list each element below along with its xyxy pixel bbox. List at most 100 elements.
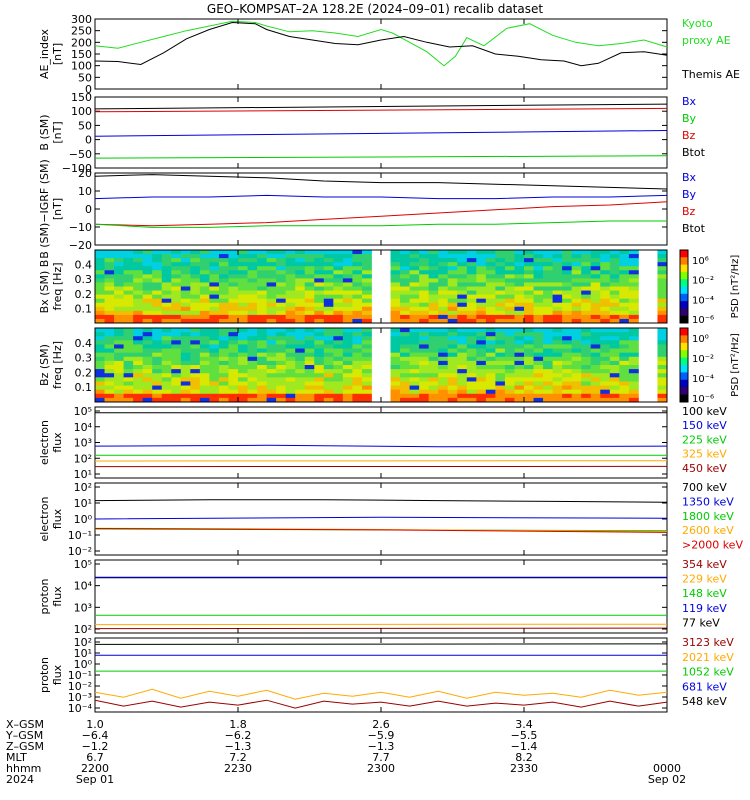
spectrogram-cell	[514, 385, 525, 391]
spectrogram-cell	[619, 352, 630, 358]
spectrogram-cell	[323, 318, 334, 324]
spectrogram-cell	[590, 336, 601, 341]
spectrogram-cell	[524, 258, 534, 263]
spectrogram-cell	[133, 262, 144, 267]
spectrogram-cell	[466, 344, 477, 349]
spectrogram-cell	[342, 262, 353, 267]
spectrogram-cell	[581, 298, 592, 304]
spectrogram-cell	[342, 397, 353, 403]
spectrogram-cell	[600, 282, 611, 287]
spectrogram-cell	[428, 389, 439, 395]
spectrogram-cell	[161, 298, 172, 304]
spectrogram-cell	[142, 270, 153, 275]
spectrogram-cell	[218, 393, 229, 399]
spectrogram-cell	[619, 302, 630, 308]
spectrogram-cell	[571, 393, 582, 399]
spectrogram-cell	[333, 318, 344, 324]
spectrogram-cell	[524, 278, 534, 283]
spectrogram-cell	[409, 348, 420, 354]
spectrogram-cell	[228, 318, 239, 324]
spectrogram-cell	[476, 318, 487, 324]
spectrogram-cell	[218, 306, 229, 312]
x-tick-value: −6.2	[225, 729, 252, 742]
spectrogram-cell	[495, 352, 506, 358]
x-axis-row-label: 2024	[6, 773, 34, 786]
spectrogram-cell	[571, 385, 582, 391]
spectrogram-cell	[247, 262, 258, 267]
spectrogram-cell	[609, 344, 620, 349]
spectrogram-cell	[171, 314, 182, 320]
spectrogram-cell	[495, 389, 506, 395]
spectrogram-cell	[628, 389, 639, 395]
spectrogram-cell	[114, 328, 124, 333]
spectrogram-cell	[600, 314, 611, 320]
spectrogram-cell	[199, 262, 210, 267]
spectrogram-cell	[619, 286, 630, 291]
spectrogram-cell	[457, 278, 468, 283]
spectrogram-cell	[552, 266, 563, 271]
spectrogram-cell	[171, 360, 182, 366]
spectrogram-cell	[552, 250, 563, 255]
spectrogram-cell	[495, 397, 506, 403]
spectrogram-cell	[333, 365, 344, 370]
spectrogram-cell	[590, 298, 601, 304]
spectrogram-cell	[590, 306, 601, 312]
spectrogram-cell	[323, 377, 334, 382]
spectrogram-cell	[600, 369, 611, 374]
spectrogram-cell	[619, 282, 630, 287]
spectrogram-cell	[485, 356, 496, 362]
spectrogram-cell	[304, 352, 315, 358]
spectrogram-cell	[409, 340, 420, 345]
spectrogram-cell	[218, 310, 229, 316]
spectrogram-cell	[133, 340, 144, 345]
spectrogram-cell	[333, 381, 344, 386]
spectrogram-cell	[524, 290, 534, 296]
spectrogram-cell	[171, 254, 182, 259]
spectrogram-cell	[104, 369, 115, 374]
spectrogram-cell	[390, 377, 401, 382]
spectrogram-cell	[447, 360, 458, 366]
spectrogram-cell	[457, 262, 468, 267]
spectrogram-cell	[123, 250, 134, 255]
spectrogram-cell	[190, 348, 201, 354]
spectrogram-cell	[352, 270, 363, 275]
spectrogram-cell	[152, 356, 163, 362]
spectrogram-cell	[609, 286, 620, 291]
spectrogram-cell	[524, 377, 534, 382]
spectrogram-cell	[409, 365, 420, 370]
spectrogram-cell	[342, 356, 353, 362]
spectrogram-cell	[228, 328, 239, 333]
spectrogram-cell	[295, 298, 306, 304]
spectrogram-cell	[342, 336, 353, 341]
spectrogram-cell	[218, 356, 229, 362]
spectrogram-cell	[295, 356, 306, 362]
spectrogram-cell	[438, 294, 449, 300]
spectrogram-cell	[419, 336, 430, 341]
spectrogram-cell	[171, 373, 182, 378]
spectrogram-cell	[476, 393, 487, 399]
spectrogram-cell	[247, 352, 258, 358]
spectrogram-cell	[466, 393, 477, 399]
spectrogram-cell	[457, 369, 468, 374]
spectrogram-cell	[609, 266, 620, 271]
spectrogram-cell	[95, 336, 105, 341]
spectrogram-cell	[266, 298, 277, 304]
spectrogram-cell	[218, 298, 229, 304]
spectrogram-cell	[133, 286, 144, 291]
spectrogram-cell	[142, 262, 153, 267]
spectrogram-cell	[457, 397, 468, 403]
spectrogram-cell	[457, 302, 468, 308]
spectrogram-cell	[438, 266, 449, 271]
spectrogram-cell	[361, 262, 372, 267]
spectrogram-cell	[552, 340, 563, 345]
spectrogram-cell	[257, 348, 267, 354]
legend-entry: proxy AE	[682, 34, 731, 47]
spectrogram-cell	[485, 352, 496, 358]
spectrogram-cell	[142, 310, 153, 316]
spectrogram-cell	[571, 270, 582, 275]
spectrogram-cell	[533, 250, 544, 255]
spectrogram-cell	[485, 274, 496, 279]
spectrogram-cell	[609, 258, 620, 263]
spectrogram-cell	[657, 340, 668, 345]
spectrogram-cell	[333, 282, 344, 287]
